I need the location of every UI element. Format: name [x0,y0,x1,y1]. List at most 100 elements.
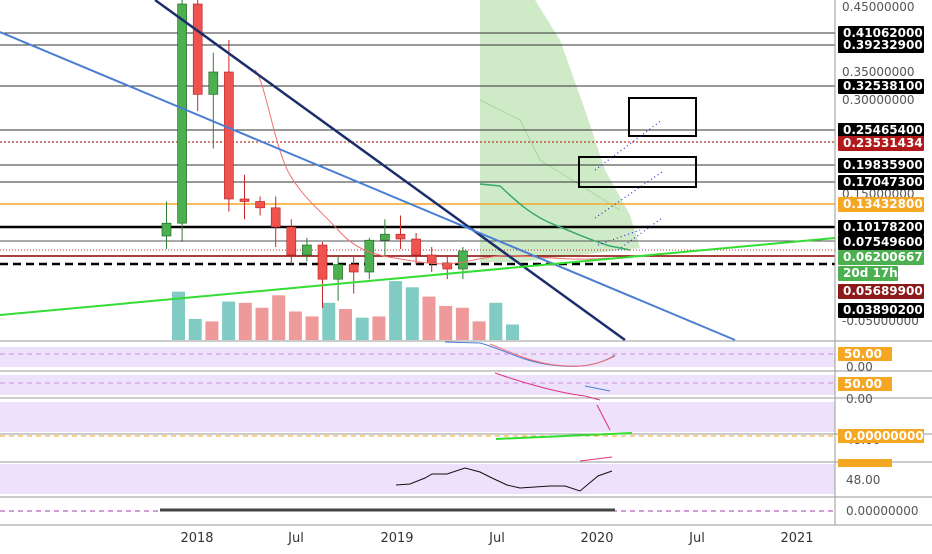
candle-body-2 [192,3,203,95]
indicator-badge-label: 0.00000000 [844,429,924,443]
volume-bar-19 [489,302,503,340]
volume-bar-12 [372,316,386,340]
candle-body-14 [380,233,390,241]
price-badge-label: 0.19835900 [843,158,923,172]
rsi2-line-pink [494,372,601,401]
candle-body-9 [302,244,312,256]
price-badge [838,158,924,173]
candle-body-10 [317,244,328,280]
price-badge [838,250,924,265]
indicator-badge-label: 50.00 [844,377,882,391]
volume-bar-0 [172,291,185,340]
candle-body-3 [208,71,219,95]
volume-bar-4 [238,302,252,340]
price-badge-label: 20d 17h [843,266,898,280]
indicator-level-label: 0.00 [846,392,873,406]
volume-bar-8 [305,316,319,340]
price-badge [838,235,924,250]
volume-bar-20 [506,324,519,340]
candle-body-12 [348,264,359,273]
indicator-level-label: 0.00000000 [846,504,919,518]
price-badge-label: 0.23531434 [843,136,923,150]
price-tick-label: 0.35000000 [842,65,915,79]
price-badge-label: 0.41062000 [843,26,923,40]
time-axis-label: Jul [287,531,304,546]
volume-bar-10 [339,309,352,340]
volume-bar-18 [472,321,486,340]
candle-body-4 [224,71,234,200]
candle-body-16 [411,238,421,256]
oscillator-panel-2 [0,464,835,494]
trendline-blue [0,31,736,341]
price-badge [838,79,924,94]
candle-body-11 [333,264,343,280]
cloud-edge-line [479,99,621,211]
osc2-line-pink [579,456,613,462]
trendline-dark [154,0,626,342]
candle-body-7 [270,207,281,228]
price-badge [838,303,924,318]
price-badge-label: 0.13432800 [843,197,923,211]
osc2-line-black [395,467,613,492]
candle-body-18 [442,262,453,270]
rsi-panel-1 [0,347,835,367]
indicator-badge-partial [838,459,892,467]
ichimoku-cloud [480,0,640,262]
time-axis-label: 2021 [780,531,813,546]
price-badge [838,220,924,235]
price-badge [838,284,924,299]
indicator-level-label: 48.00 [846,473,880,487]
candle-body-15 [395,233,406,240]
volume-bar-6 [272,295,286,340]
price-badge [838,136,924,151]
price-badge [838,197,924,212]
price-tick-label: 0.30000000 [842,93,915,107]
projection-arrow-1 [594,171,663,219]
rsi1-line-red [489,343,616,367]
rsi2-line-blue [584,385,611,392]
price-badge-label: 0.06200667 [843,250,923,264]
price-badge-label: 0.07549600 [843,235,923,249]
price-badge-label: 0.03890200 [843,303,923,317]
time-axis-label: 2018 [180,531,213,546]
volume-bar-7 [288,311,302,340]
indicator-badge [838,429,924,443]
projection-box-upper [628,97,697,137]
candle-body-5 [239,198,250,202]
volume-bar-17 [455,307,469,340]
osc1-green-line [495,432,633,440]
time-axis-label: Jul [488,531,505,546]
time-axis-label: Jul [688,531,705,546]
volume-bar-9 [322,302,336,340]
candle-body-19 [458,250,468,270]
indicator-badge-label: 50.00 [844,347,882,361]
volume-bar-1 [188,318,202,340]
indicator-level-label: 0.00 [846,360,873,374]
price-tick-label: 0.45000000 [842,0,915,14]
price-badge-label: 0.17047300 [843,175,923,189]
candle-body-17 [426,254,437,264]
candle-body-1 [177,3,187,224]
time-axis-label: 2020 [580,531,613,546]
volume-bar-11 [355,317,369,340]
rsi-panel-2 [0,375,835,395]
volume-bar-16 [439,305,453,340]
time-axis-label: 2019 [380,531,413,546]
price-badge-label: 0.10178200 [843,220,923,234]
volume-bar-3 [222,301,236,340]
candle-body-13 [364,239,375,273]
price-badge [838,266,898,281]
volume-bar-15 [422,296,436,340]
ma-green-line [479,183,631,251]
price-badge-label: 0.05689900 [843,284,923,298]
projection-box-lower [578,156,697,188]
volume-bar-13 [389,281,403,340]
osc1-line-pink [596,404,611,431]
candle-body-6 [255,201,265,209]
price-badge-label: 0.25465400 [843,123,923,137]
ma-red-line [254,69,611,265]
oscillator-panel-1 [0,402,835,432]
volume-bar-14 [405,287,419,340]
